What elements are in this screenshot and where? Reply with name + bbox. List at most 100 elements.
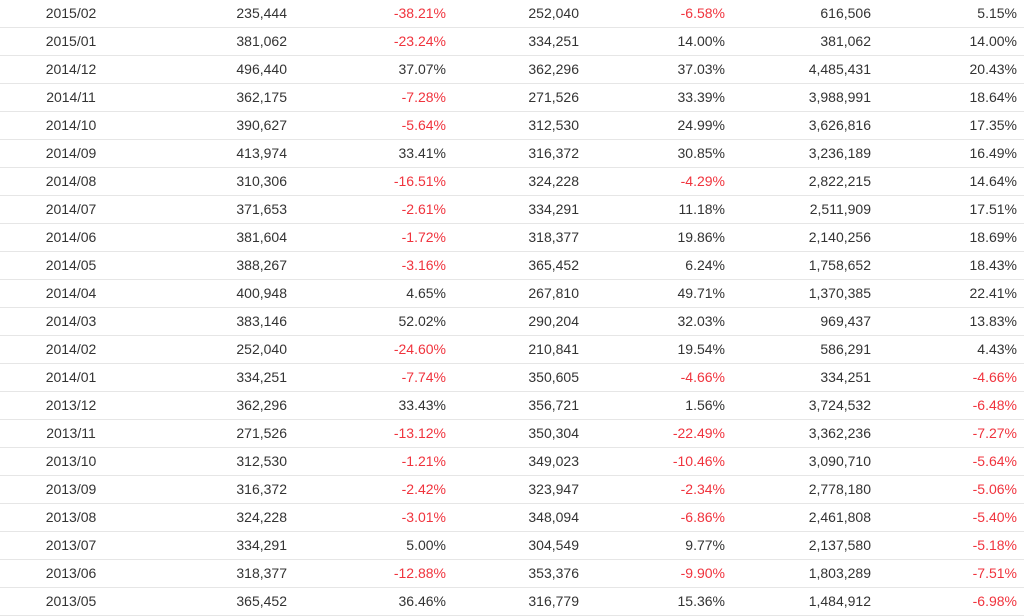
value-a-cell: 362,296 (236, 397, 287, 413)
value-b-cell: 324,228 (528, 173, 579, 189)
month-cell: 2014/05 (45, 257, 97, 273)
cumulative-cell: 2,511,909 (809, 201, 871, 217)
table-row: 2014/12 496,440 37.07% 362,296 37.03% 4,485,4… (0, 56, 1024, 84)
cumulative-cell: 3,626,816 (808, 117, 871, 133)
value-b-cell: 210,841 (528, 341, 579, 357)
cumulative-cell: 586,291 (820, 341, 871, 357)
table-row: 2014/05 388,267 -3.16% 365,452 6.24% 1,758,65… (0, 252, 1024, 280)
value-b-cell: 304,549 (528, 537, 579, 553)
cumulative-change-cell: 18.69% (969, 229, 1017, 245)
change-a-cell: 4.65% (406, 285, 446, 301)
value-b-cell: 323,947 (528, 481, 579, 497)
change-a-cell: -7.28% (401, 89, 446, 105)
cumulative-cell: 1,758,652 (808, 257, 871, 273)
cumulative-change-cell: 14.00% (969, 33, 1017, 49)
month-cell: 2014/10 (45, 117, 97, 133)
change-a-cell: -7.74% (401, 369, 446, 385)
value-a-cell: 383,146 (236, 313, 287, 329)
value-b-cell: 362,296 (528, 61, 579, 77)
value-a-cell: 252,040 (236, 341, 287, 357)
month-cell: 2015/02 (45, 5, 97, 21)
cumulative-change-cell: 4.43% (977, 341, 1017, 357)
value-a-cell: 312,530 (236, 453, 287, 469)
change-a-cell: 33.43% (398, 397, 446, 413)
table-row: 2013/11 271,526 -13.12% 350,304 -22.49% 3,362… (0, 420, 1024, 448)
value-a-cell: 400,948 (236, 285, 287, 301)
cumulative-change-cell: -5.18% (972, 537, 1017, 553)
cumulative-change-cell: 18.64% (969, 89, 1017, 105)
value-a-cell: 381,062 (236, 33, 287, 49)
change-b-cell: -4.66% (680, 369, 725, 385)
value-b-cell: 348,094 (528, 509, 579, 525)
change-b-cell: 19.86% (677, 229, 725, 245)
cumulative-change-cell: 14.64% (969, 173, 1017, 189)
cumulative-change-cell: 22.41% (969, 285, 1017, 301)
value-b-cell: 334,291 (528, 201, 579, 217)
change-b-cell: 24.99% (677, 117, 725, 133)
cumulative-cell: 1,484,912 (808, 593, 871, 609)
table-row: 2013/08 324,228 -3.01% 348,094 -6.86% 2,461,8… (0, 504, 1024, 532)
month-cell: 2014/02 (45, 341, 97, 357)
change-a-cell: -3.01% (401, 509, 446, 525)
month-cell: 2014/07 (45, 201, 97, 217)
cumulative-change-cell: -6.98% (972, 593, 1017, 609)
change-b-cell: -4.29% (680, 173, 725, 189)
cumulative-cell: 2,778,180 (808, 481, 871, 497)
month-cell: 2013/07 (45, 537, 97, 553)
value-a-cell: 388,267 (236, 257, 287, 273)
change-a-cell: -3.16% (401, 257, 446, 273)
value-b-cell: 350,304 (528, 425, 579, 441)
table-row: 2014/10 390,627 -5.64% 312,530 24.99% 3,626,8… (0, 112, 1024, 140)
change-a-cell: -23.24% (393, 33, 446, 49)
table-row: 2014/03 383,146 52.02% 290,204 32.03% 969,437… (0, 308, 1024, 336)
value-b-cell: 252,040 (528, 5, 579, 21)
value-a-cell: 318,377 (236, 565, 287, 581)
value-b-cell: 290,204 (528, 313, 579, 329)
change-b-cell: 15.36% (677, 593, 725, 609)
month-cell: 2014/09 (45, 145, 97, 161)
change-a-cell: 36.46% (398, 593, 446, 609)
cumulative-cell: 2,822,215 (808, 173, 871, 189)
table-row: 2014/08 310,306 -16.51% 324,228 -4.29% 2,822,… (0, 168, 1024, 196)
table-row: 2013/07 334,291 5.00% 304,549 9.77% 2,137,580… (0, 532, 1024, 560)
change-a-cell: -16.51% (393, 173, 446, 189)
cumulative-change-cell: -7.27% (972, 425, 1017, 441)
cumulative-cell: 2,461,808 (808, 509, 871, 525)
value-b-cell: 316,372 (528, 145, 579, 161)
cumulative-change-cell: 5.15% (977, 5, 1017, 21)
change-a-cell: 5.00% (406, 537, 446, 553)
value-a-cell: 334,291 (236, 537, 287, 553)
cumulative-cell: 3,236,189 (808, 145, 871, 161)
month-cell: 2014/01 (45, 369, 97, 385)
month-cell: 2014/06 (45, 229, 97, 245)
month-cell: 2013/10 (45, 453, 97, 469)
change-b-cell: 32.03% (677, 313, 725, 329)
cumulative-cell: 616,506 (820, 5, 871, 21)
table-row: 2013/05 365,452 36.46% 316,779 15.36% 1,484,9… (0, 588, 1024, 616)
month-cell: 2013/11 (46, 425, 96, 441)
value-a-cell: 324,228 (236, 509, 287, 525)
cumulative-cell: 3,090,710 (808, 453, 871, 469)
month-cell: 2013/06 (45, 565, 97, 581)
cumulative-change-cell: -7.51% (972, 565, 1017, 581)
table-row: 2014/01 334,251 -7.74% 350,605 -4.66% 334,251… (0, 364, 1024, 392)
cumulative-change-cell: 17.35% (969, 117, 1017, 133)
change-b-cell: 49.71% (677, 285, 725, 301)
month-cell: 2014/03 (45, 313, 97, 329)
change-b-cell: -6.58% (680, 5, 725, 21)
table-row: 2013/12 362,296 33.43% 356,721 1.56% 3,724,53… (0, 392, 1024, 420)
change-b-cell: -22.49% (672, 425, 725, 441)
value-b-cell: 271,526 (528, 89, 579, 105)
table-row: 2014/06 381,604 -1.72% 318,377 19.86% 2,140,2… (0, 224, 1024, 252)
cumulative-change-cell: -5.40% (972, 509, 1017, 525)
value-a-cell: 316,372 (236, 481, 287, 497)
change-a-cell: 33.41% (398, 145, 446, 161)
change-a-cell: -13.12% (393, 425, 446, 441)
change-a-cell: -2.42% (401, 481, 446, 497)
month-cell: 2013/08 (45, 509, 97, 525)
cumulative-cell: 3,724,532 (808, 397, 871, 413)
cumulative-change-cell: 16.49% (969, 145, 1017, 161)
table-row: 2013/10 312,530 -1.21% 349,023 -10.46% 3,090,… (0, 448, 1024, 476)
value-b-cell: 356,721 (528, 397, 579, 413)
value-b-cell: 349,023 (528, 453, 579, 469)
